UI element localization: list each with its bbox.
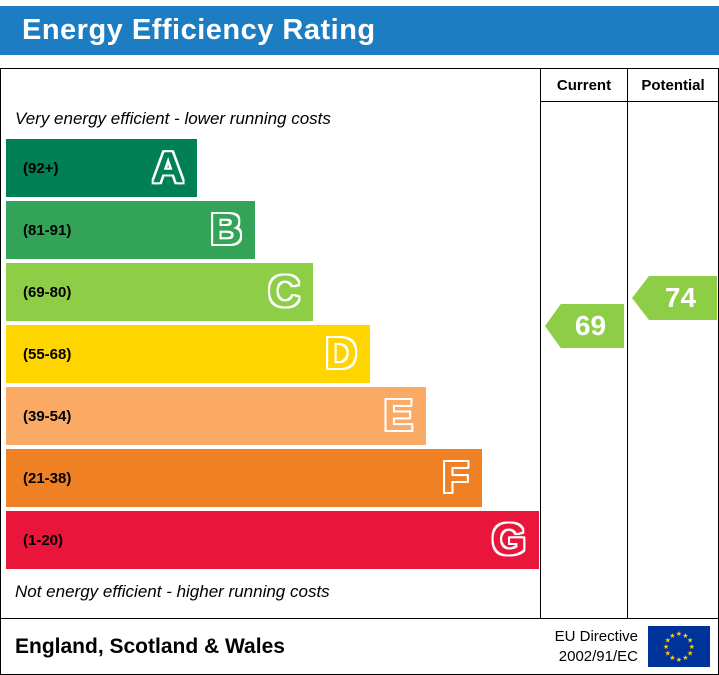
page-title-bar: Energy Efficiency Rating <box>0 6 719 55</box>
rating-bands: (92+) A (81-91) B (69-80) C (55-68) D (3… <box>6 139 539 573</box>
band-e-letter: E <box>383 391 413 440</box>
svg-text:★: ★ <box>689 642 695 651</box>
band-b-letter: B <box>210 205 242 254</box>
region-label: England, Scotland & Wales <box>15 634 285 658</box>
eu-directive-line1: EU Directive <box>554 628 638 645</box>
band-a-letter: A <box>152 143 184 192</box>
band-g-range: (1-20) <box>23 531 64 549</box>
band-f: (21-38) F <box>6 449 482 507</box>
energy-rating-chart: Current Potential Very energy efficient … <box>0 68 719 619</box>
band-e: (39-54) E <box>6 387 426 445</box>
potential-rating-value: 74 <box>664 282 697 313</box>
eu-flag-icon: ★ ★★★★★★★★★★★ <box>648 626 710 667</box>
current-rating-value: 69 <box>574 310 607 341</box>
current-column-header: Current <box>556 76 612 94</box>
band-e-range: (39-54) <box>23 407 72 425</box>
eu-directive-label: EU Directive 2002/91/EC <box>555 627 638 666</box>
band-a-range: (92+) <box>23 159 59 177</box>
svg-text:★: ★ <box>669 653 675 662</box>
bottom-note: Not energy efficient - higher running co… <box>15 582 330 601</box>
svg-text:★: ★ <box>665 648 671 657</box>
svg-text:★: ★ <box>682 653 688 662</box>
band-c-range: (69-80) <box>23 283 72 301</box>
band-f-range: (21-38) <box>23 469 72 487</box>
potential-column-header: Potential <box>641 76 705 94</box>
band-d-range: (55-68) <box>23 345 72 363</box>
svg-text:★: ★ <box>665 636 671 645</box>
band-b: (81-91) B <box>6 201 255 259</box>
potential-column-divider <box>627 69 628 618</box>
band-d-letter: D <box>325 329 357 378</box>
svg-text:★: ★ <box>687 648 693 657</box>
svg-text:★: ★ <box>676 655 682 664</box>
column-header-divider <box>540 101 718 102</box>
potential-rating-arrow: 74 <box>632 276 717 320</box>
current-column-divider <box>540 69 541 618</box>
band-d: (55-68) D <box>6 325 370 383</box>
band-g: (1-20) G <box>6 511 539 569</box>
band-f-letter: F <box>442 453 469 502</box>
band-c: (69-80) C <box>6 263 313 321</box>
svg-text:★: ★ <box>682 631 688 640</box>
page-title: Energy Efficiency Rating <box>22 14 376 46</box>
svg-text:★: ★ <box>669 631 675 640</box>
footer: England, Scotland & Wales EU Directive 2… <box>0 618 719 675</box>
svg-text:★: ★ <box>663 642 669 651</box>
top-note: Very energy efficient - lower running co… <box>15 109 331 128</box>
band-g-letter: G <box>491 515 526 564</box>
band-a: (92+) A <box>6 139 197 197</box>
current-rating-arrow: 69 <box>545 304 624 348</box>
band-c-letter: C <box>268 267 300 316</box>
eu-directive-line2: 2002/91/EC <box>558 647 638 665</box>
band-b-range: (81-91) <box>23 221 72 239</box>
svg-text:★: ★ <box>676 629 682 638</box>
svg-text:★: ★ <box>687 636 693 645</box>
